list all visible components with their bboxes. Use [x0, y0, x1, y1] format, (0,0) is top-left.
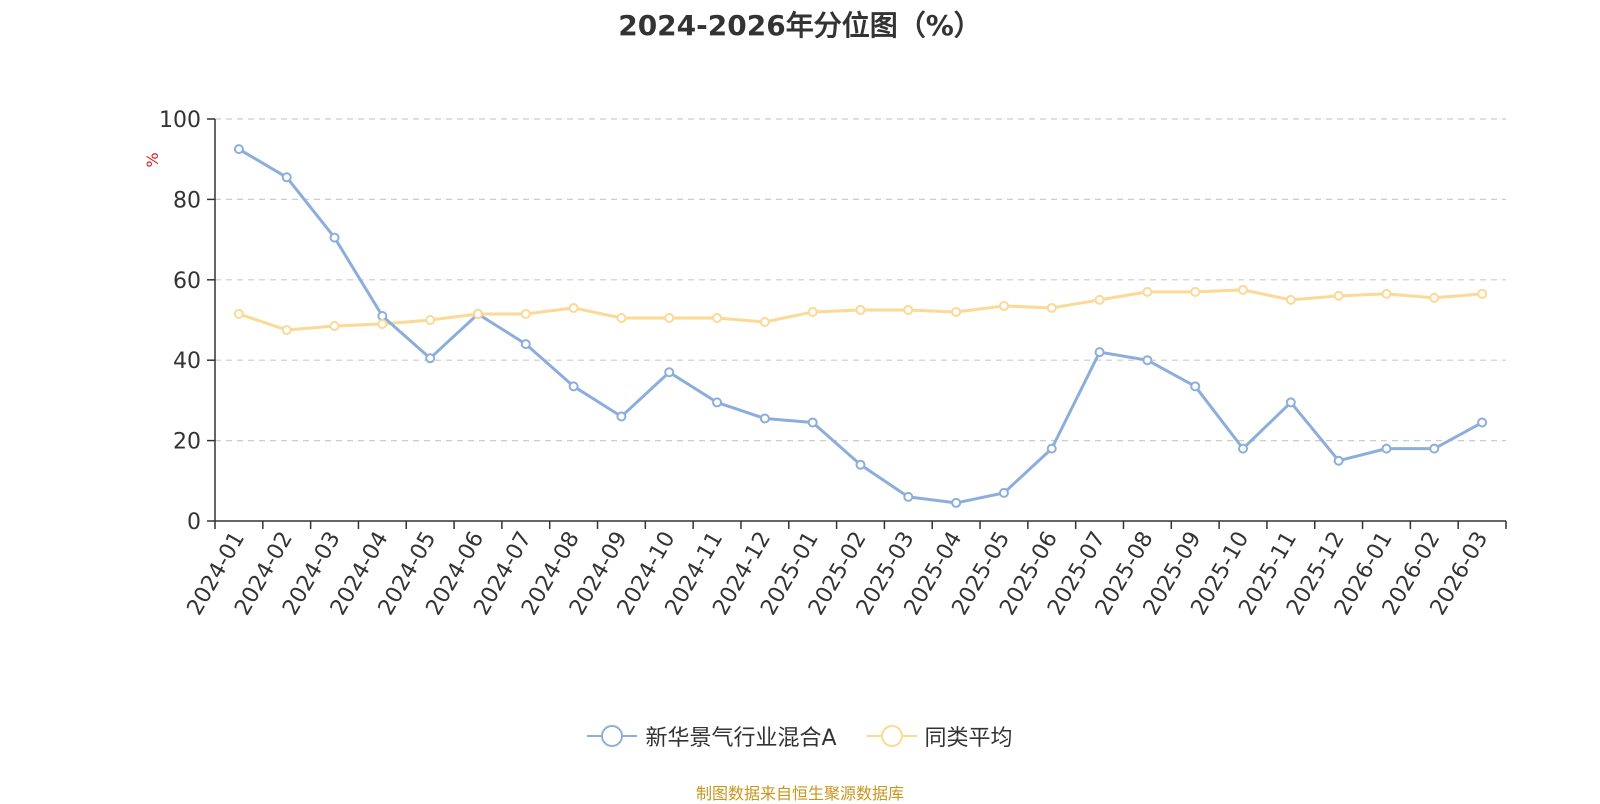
data-point: [903, 491, 914, 502]
source-note: 制图数据来自恒生聚源数据库: [695, 784, 904, 803]
data-point: [377, 319, 388, 330]
data-point: [1190, 381, 1201, 392]
legend-label: 新华景气行业混合A: [645, 726, 837, 751]
data-point: [568, 381, 579, 392]
data-point: [281, 325, 292, 336]
data-point: [1477, 288, 1488, 299]
data-point: [1142, 286, 1153, 297]
data-point: [903, 304, 914, 315]
data-point: [281, 172, 292, 183]
data-point: [951, 306, 962, 317]
data-point: [329, 321, 340, 332]
data-point: [759, 413, 770, 424]
data-point: [664, 367, 675, 378]
data-point: [1046, 302, 1057, 313]
data-point: [1238, 284, 1249, 295]
legend-item[interactable]: 新华景气行业混合A: [587, 720, 837, 752]
data-point: [807, 417, 818, 428]
data-point: [807, 306, 818, 317]
data-point: [1094, 347, 1105, 358]
data-point: [233, 144, 244, 155]
y-tick-label: 20: [173, 430, 201, 455]
data-point: [759, 317, 770, 328]
data-point: [664, 312, 675, 323]
data-point: [1333, 290, 1344, 301]
legend-swatch-icon: [587, 725, 638, 747]
series-line: [238, 147, 1483, 505]
data-point: [329, 232, 340, 243]
data-point: [425, 315, 436, 325]
data-point: [855, 304, 866, 315]
data-point: [712, 397, 723, 408]
data-point: [1333, 455, 1344, 466]
data-point: [472, 308, 483, 319]
data-point: [998, 487, 1009, 498]
data-point: [568, 302, 579, 313]
data-point: [520, 339, 531, 350]
data-point: [616, 312, 627, 323]
data-point: [855, 459, 866, 470]
legend-swatch-icon: [866, 725, 917, 747]
y-tick-label: 60: [173, 269, 201, 294]
legend-label: 同类平均: [924, 726, 1013, 751]
legend-item[interactable]: 同类平均: [866, 720, 1013, 752]
data-point: [998, 300, 1009, 311]
data-point: [1429, 443, 1440, 454]
data-point: [1285, 294, 1296, 305]
data-point: [1381, 443, 1392, 454]
data-point: [1094, 294, 1105, 305]
data-point: [951, 497, 962, 508]
data-point: [1190, 286, 1201, 297]
data-point: [1429, 292, 1440, 303]
data-point: [520, 308, 531, 319]
data-point: [616, 411, 627, 422]
y-tick-label: 40: [173, 349, 201, 374]
data-point: [1285, 397, 1296, 408]
data-point: [1381, 288, 1392, 299]
data-point: [425, 353, 436, 364]
data-point: [1142, 355, 1153, 366]
data-point: [1477, 417, 1488, 428]
legend: 新华景气行业混合A 同类平均: [0, 720, 1600, 752]
y-tick-label: 0: [187, 510, 201, 535]
y-tick-label: 80: [173, 188, 201, 213]
data-point: [712, 312, 723, 323]
data-point: [233, 308, 244, 319]
y-axis-label: %: [143, 152, 162, 167]
data-point: [377, 310, 388, 321]
y-tick-label: 100: [159, 108, 201, 133]
chart-title: 2024-2026年分位图（%）: [618, 9, 982, 42]
data-point: [1238, 443, 1249, 454]
data-point: [1046, 443, 1057, 454]
